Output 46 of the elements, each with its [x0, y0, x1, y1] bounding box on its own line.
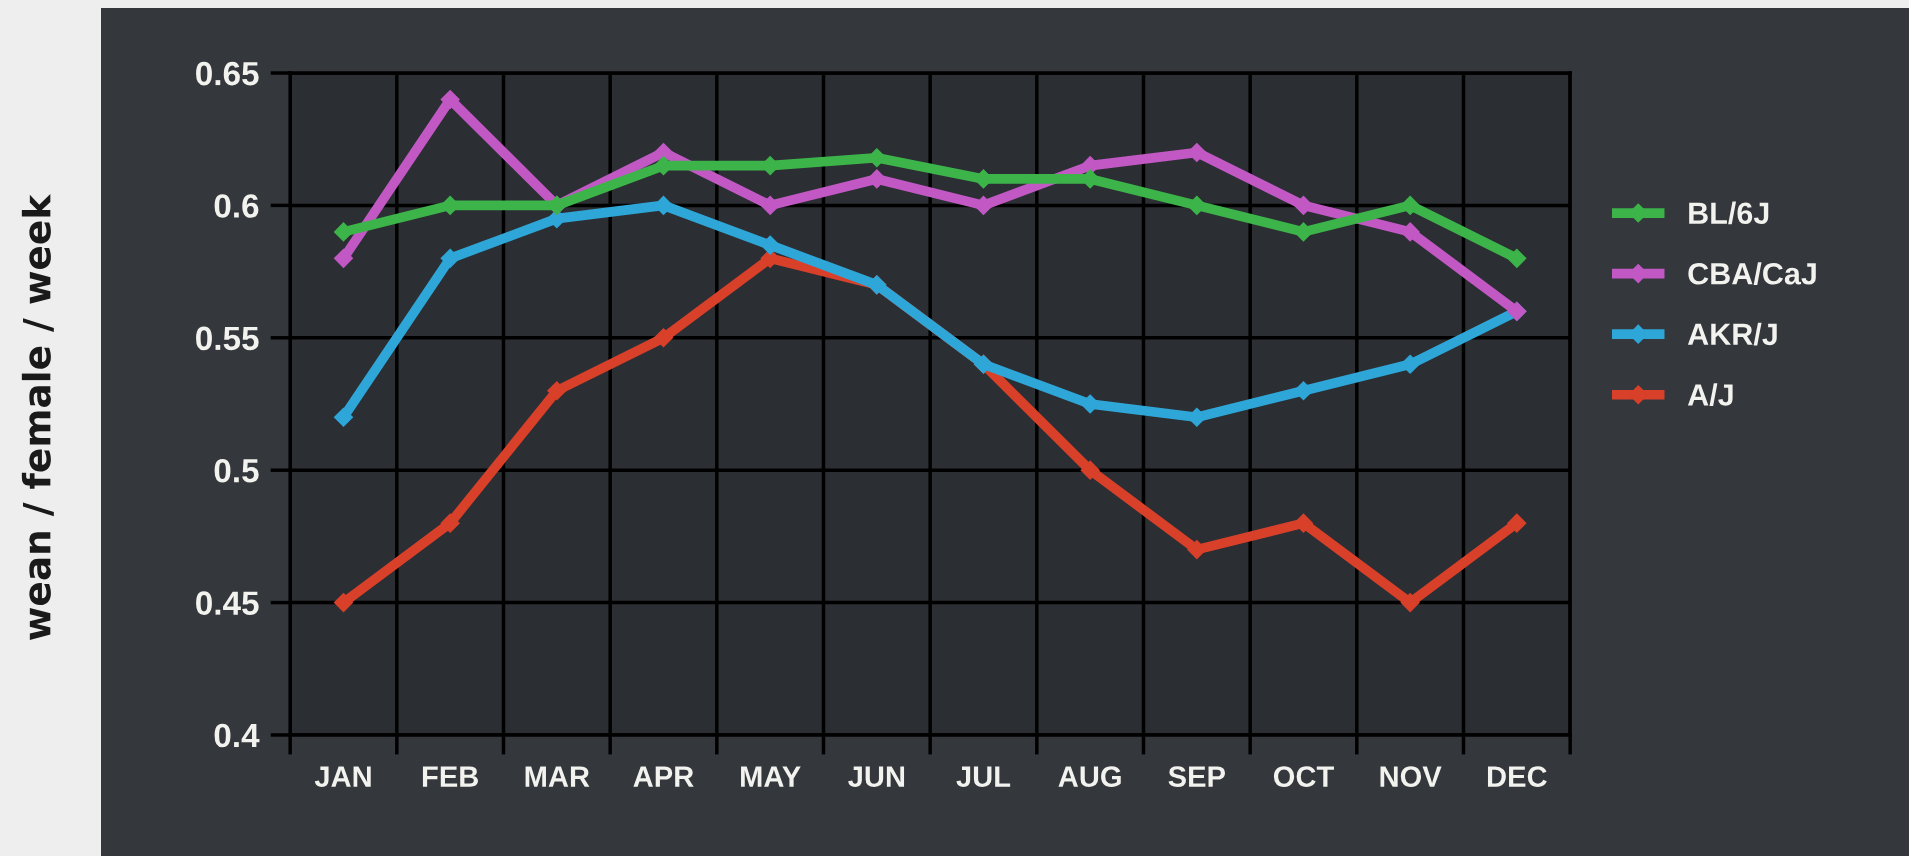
y-tick-label: 0.5	[214, 458, 259, 483]
y-tick-label: 0.55	[196, 326, 259, 351]
legend-label: AKR/J	[1687, 322, 1777, 346]
legend-label: CBA/CaJ	[1688, 262, 1816, 285]
x-tick-label: APR	[633, 766, 694, 787]
point	[1187, 142, 1207, 162]
x-tick-label: NOV	[1380, 766, 1442, 787]
y-tick-label: 0.45	[196, 591, 259, 615]
point	[1507, 513, 1527, 533]
x-tick-label: AUG	[1058, 766, 1121, 787]
y-tick-label: 0.65	[196, 61, 259, 86]
x-tick-label: OCT	[1273, 766, 1334, 787]
x-tick-label: SEP	[1168, 766, 1226, 787]
point	[1293, 195, 1314, 215]
point	[547, 381, 567, 401]
x-tick-label: MAR	[525, 766, 590, 787]
legend-label: A/J	[1687, 383, 1733, 407]
point	[1507, 248, 1527, 268]
x-tick-label: JAN	[314, 766, 371, 787]
point	[760, 195, 780, 215]
point	[1080, 460, 1100, 480]
y-tick-label: 0.4	[214, 723, 260, 748]
legend-label: BL/6J	[1689, 201, 1769, 225]
point	[760, 235, 780, 255]
point	[973, 195, 994, 215]
point	[653, 328, 674, 348]
point	[440, 89, 460, 110]
point	[1187, 195, 1207, 215]
point	[1400, 593, 1420, 613]
point	[333, 407, 354, 427]
x-tick-label: DEC	[1487, 766, 1547, 787]
y-tick-label: 0.6	[214, 194, 259, 218]
y-axis-title: wean / female / week	[21, 194, 54, 640]
point	[440, 248, 460, 268]
point	[333, 248, 354, 268]
x-tick-label: FEB	[422, 766, 479, 787]
point	[440, 513, 460, 533]
point	[333, 593, 354, 613]
point	[1400, 222, 1420, 242]
x-tick-label: JUN	[848, 766, 905, 787]
point	[1400, 354, 1420, 374]
x-tick-label: MAY	[741, 766, 801, 787]
point	[1400, 195, 1420, 215]
point	[1187, 540, 1207, 560]
point	[867, 169, 887, 189]
x-tick-label: JUL	[956, 766, 1011, 787]
